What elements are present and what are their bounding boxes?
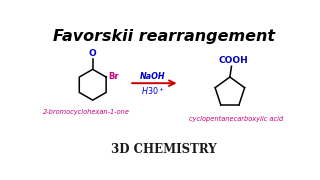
Text: Br: Br xyxy=(108,72,119,81)
Text: Favorskii rearrangement: Favorskii rearrangement xyxy=(53,29,275,44)
Text: NaOH: NaOH xyxy=(140,72,165,81)
Text: 2-bromocyclohexan-1-one: 2-bromocyclohexan-1-one xyxy=(43,109,130,115)
Text: O: O xyxy=(89,49,97,58)
Text: cyclopentanecarboxylic acid: cyclopentanecarboxylic acid xyxy=(189,116,283,122)
Text: 3D CHEMISTRY: 3D CHEMISTRY xyxy=(111,143,217,156)
Text: $\it{H30^+}$: $\it{H30^+}$ xyxy=(141,86,164,97)
Text: COOH: COOH xyxy=(218,57,248,66)
